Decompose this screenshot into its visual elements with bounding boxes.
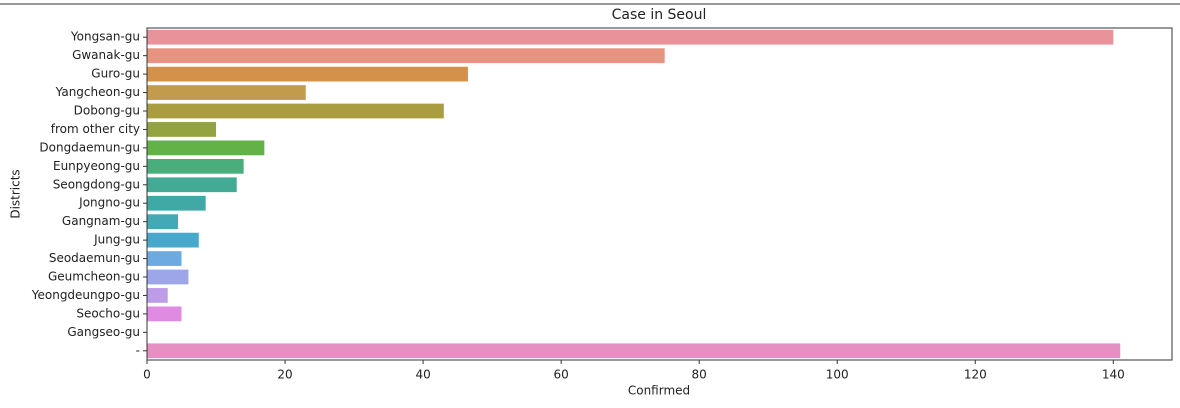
bar: [147, 48, 665, 64]
y-tick-label: Jung-gu: [93, 233, 140, 247]
y-tick-label: Dongdaemun-gu: [39, 140, 140, 154]
bar: [147, 85, 306, 100]
bar: [147, 195, 206, 211]
x-tick-label: 60: [554, 368, 569, 382]
bar: [147, 140, 265, 156]
plot-frame: [146, 27, 1173, 361]
y-tick-label: -: [136, 343, 140, 357]
y-axis-label: Districts: [9, 169, 23, 218]
y-tick-label: Geumcheon-gu: [48, 270, 140, 284]
y-tick-label: Gwanak-gu: [72, 48, 140, 62]
y-tick-label: Gangseo-gu: [67, 325, 140, 339]
bar: [147, 29, 1114, 45]
bar: [147, 251, 182, 266]
y-tick-label: Seongdong-gu: [53, 177, 140, 191]
x-tick-label: 80: [692, 368, 707, 382]
x-tick-label: 140: [1102, 368, 1125, 382]
x-tick-label: 40: [415, 368, 430, 382]
bar: [147, 269, 189, 285]
bar: [147, 177, 237, 193]
bar: [147, 122, 217, 137]
bar: [147, 343, 1121, 359]
y-tick-label: Yeongdeungpo-gu: [31, 288, 140, 302]
y-tick-label: Gangnam-gu: [62, 214, 140, 228]
y-tick-label: from other city: [51, 122, 140, 136]
bar: [147, 232, 199, 248]
bar: [147, 306, 182, 322]
y-tick-label: Yongsan-gu: [70, 30, 140, 44]
y-tick-label: Jongno-gu: [78, 196, 140, 210]
y-tick-label: Seocho-gu: [76, 306, 140, 320]
bar: [147, 158, 244, 174]
x-tick-label: 20: [277, 368, 292, 382]
y-tick-label: Dobong-gu: [74, 104, 140, 118]
bar: [147, 66, 468, 82]
bar: [147, 103, 444, 119]
y-tick-label: Guro-gu: [91, 67, 140, 81]
x-tick-label: 100: [826, 368, 849, 382]
bar: [147, 214, 179, 230]
y-tick-label: Eunpyeong-gu: [53, 159, 140, 173]
bar: [147, 288, 168, 303]
x-tick-label: 120: [964, 368, 987, 382]
chart-title: Case in Seoul: [612, 7, 707, 23]
y-tick-label: Yangcheon-gu: [55, 85, 140, 99]
x-tick-label: 0: [143, 368, 151, 382]
y-tick-label: Seodaemun-gu: [49, 251, 140, 265]
x-axis-label: Confirmed: [628, 384, 690, 398]
